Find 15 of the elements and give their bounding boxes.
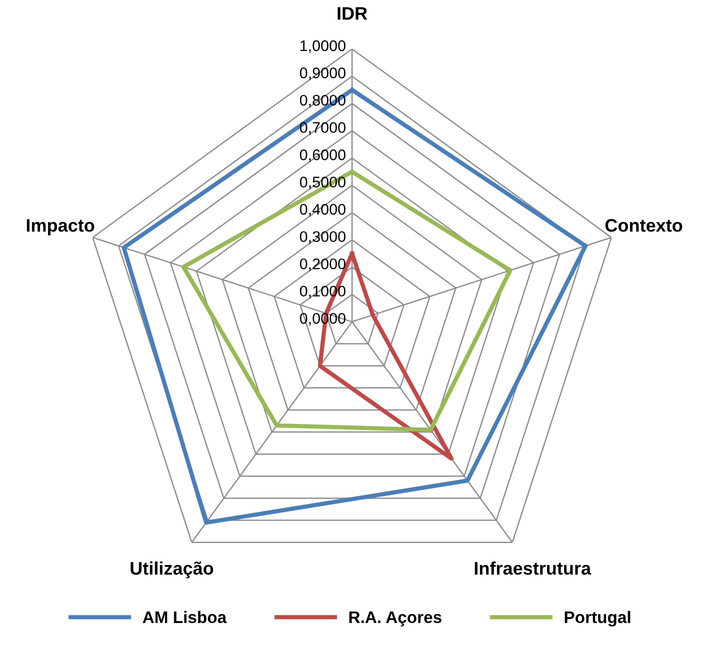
spoke-label: Impacto (26, 219, 94, 236)
y-tick-label: 1,0000 (300, 40, 346, 53)
spoke-label: Utilização (130, 561, 214, 578)
y-tick-label: 0,7000 (300, 122, 346, 135)
y-tick-label: 0,2000 (300, 258, 346, 272)
y-tick-label: 0,9000 (300, 68, 346, 80)
legend-label: Portugal (564, 610, 630, 627)
y-tick-label: 0,4000 (300, 204, 346, 217)
spoke-label: Contexto (605, 219, 682, 232)
y-tick-label: 0,3000 (300, 231, 346, 244)
y-tick-label: 0,6000 (300, 149, 346, 162)
spoke-label: IDR (338, 7, 368, 20)
legend-label: AM Lisboa (142, 610, 227, 624)
spoke-label: Infraestrutura (474, 561, 592, 575)
legend-label: R.A. Açores (349, 612, 442, 626)
